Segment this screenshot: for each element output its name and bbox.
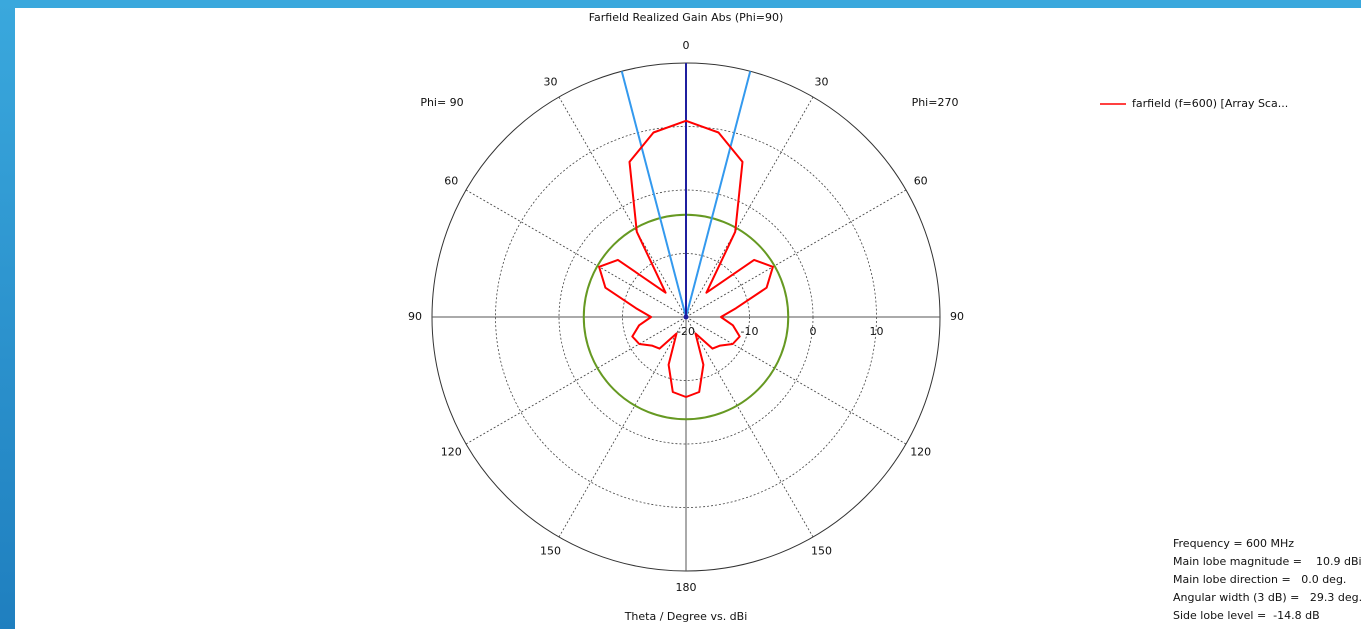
theta-tick-label: 0 [683, 39, 690, 52]
info-line: Main lobe direction = 0.0 deg. [1173, 573, 1346, 586]
pattern-line [598, 119, 774, 398]
center-dot [683, 314, 689, 320]
legend-label: farfield (f=600) [Array Sca... [1132, 97, 1288, 110]
chart-title: Farfield Realized Gain Abs (Phi=90) [589, 11, 784, 24]
info-line: Angular width (3 dB) = 29.3 deg. [1173, 591, 1361, 604]
theta-tick-label: 150 [811, 545, 832, 558]
theta-tick-label: 60 [914, 175, 928, 188]
theta-tick-label: 90 [408, 310, 422, 323]
theta-tick-label: 60 [444, 175, 458, 188]
theta-tick-label: 120 [441, 446, 462, 459]
r-tick-label: -10 [741, 325, 759, 338]
theta-tick-label: 30 [815, 75, 829, 88]
theta-tick-label: 30 [544, 75, 558, 88]
theta-tick-label: 180 [676, 581, 697, 594]
info-line: Side lobe level = -14.8 dB [1173, 609, 1320, 622]
info-line: Main lobe magnitude = 10.9 dBi [1173, 555, 1361, 568]
x-axis-label: Theta / Degree vs. dBi [624, 610, 748, 623]
info-line: Frequency = 600 MHz [1173, 537, 1294, 550]
beamwidth-line [685, 71, 752, 318]
phi-label: Phi=270 [912, 96, 959, 109]
r-tick-label: 0 [810, 325, 817, 338]
phi-label: Phi= 90 [420, 96, 463, 109]
theta-tick-label: 120 [910, 446, 931, 459]
theta-tick-label: 150 [540, 545, 561, 558]
theta-tick-label: 90 [950, 310, 964, 323]
beamwidth-line [620, 71, 687, 318]
r-tick-label: 10 [870, 325, 884, 338]
